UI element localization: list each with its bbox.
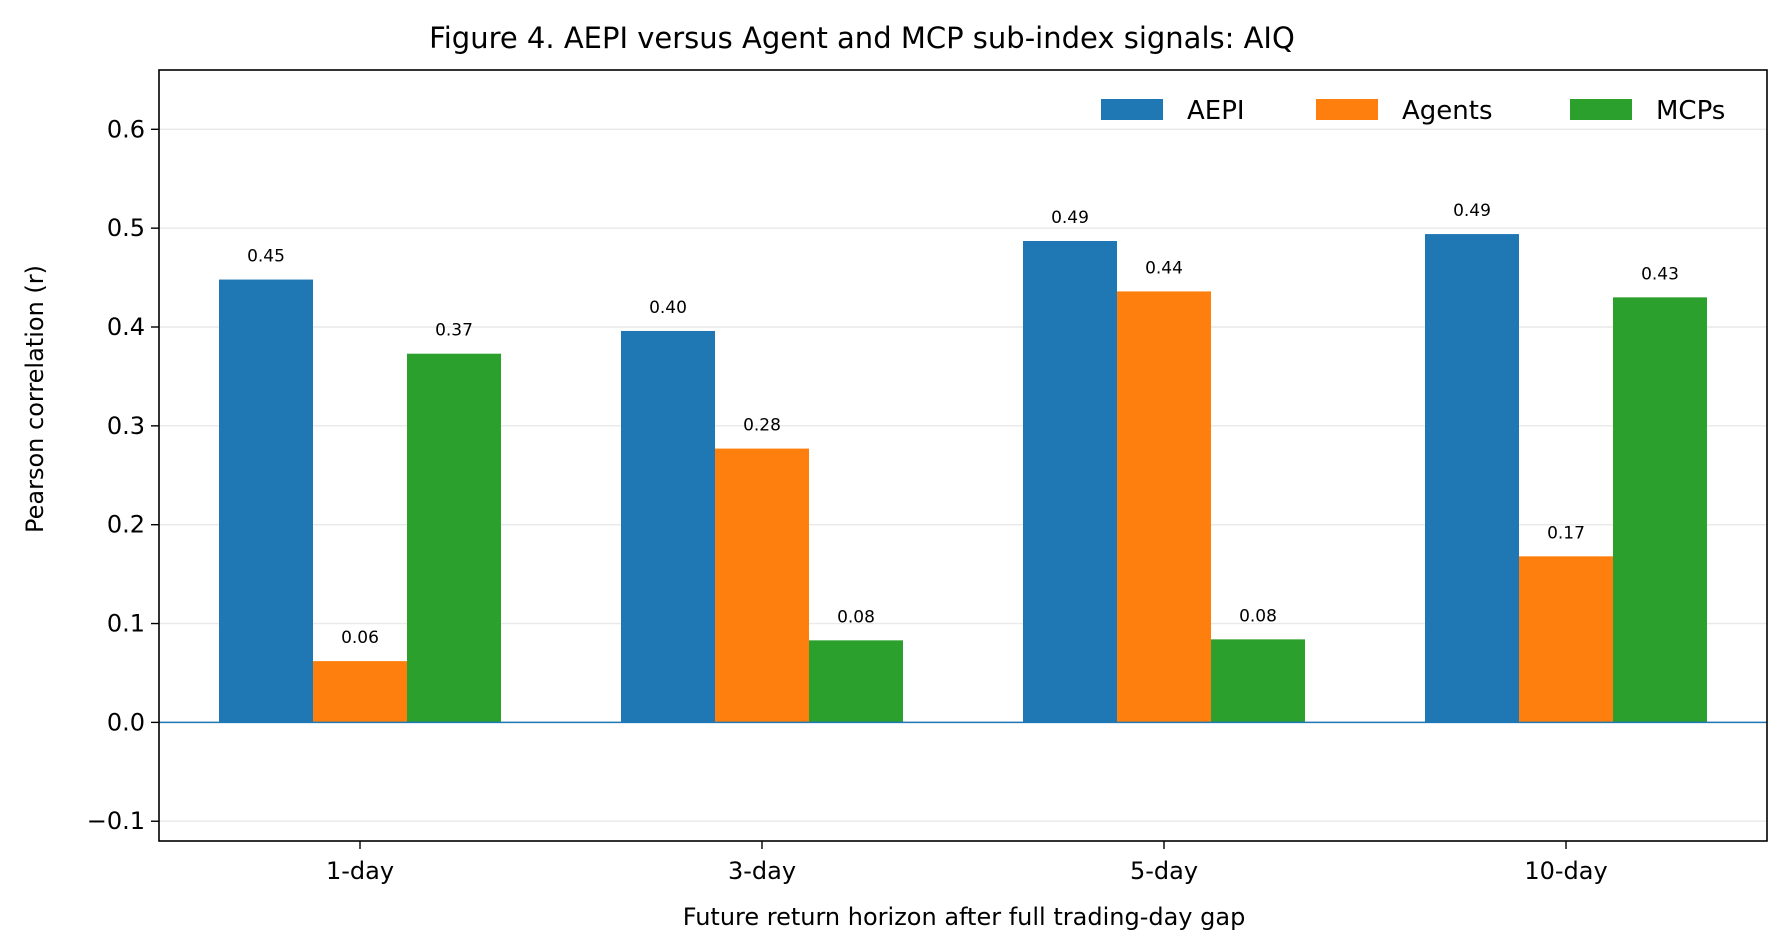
data-label: 0.43 bbox=[1641, 264, 1679, 284]
y-tick-label: 0.3 bbox=[107, 412, 145, 440]
bar-aepi-10-day bbox=[1425, 234, 1519, 723]
bars bbox=[219, 234, 1707, 723]
y-tick-label: 0.6 bbox=[107, 115, 145, 143]
legend-label-mcps: MCPs bbox=[1656, 96, 1725, 126]
data-labels: 0.45 0.06 0.37 0.40 0.28 0.08 0.49 0.44 0.08 0.49… bbox=[247, 201, 1679, 648]
y-axis-label: Pearson correlation (r) bbox=[21, 265, 49, 533]
x-tick-label: 10-day bbox=[1524, 857, 1607, 885]
data-label: 0.28 bbox=[743, 416, 781, 436]
legend-label-agents: Agents bbox=[1402, 96, 1493, 126]
bar-agents-1-day bbox=[313, 661, 407, 723]
plot-frame bbox=[158, 69, 1768, 842]
bar-mcps-3-day bbox=[809, 640, 903, 723]
bar-agents-3-day bbox=[715, 448, 809, 723]
data-label: 0.17 bbox=[1547, 523, 1585, 543]
bar-mcps-1-day bbox=[407, 353, 501, 723]
chart-title: Figure 4. AEPI versus Agent and MCP sub-… bbox=[429, 21, 1295, 55]
data-label: 0.49 bbox=[1453, 201, 1491, 221]
y-tick-label: 0.5 bbox=[107, 214, 145, 242]
data-label: 0.08 bbox=[837, 607, 875, 627]
x-axis-label: Future return horizon after full trading… bbox=[683, 903, 1246, 931]
x-tick-label: 5-day bbox=[1130, 857, 1198, 885]
data-label: 0.08 bbox=[1239, 606, 1277, 626]
bar-mcps-10-day bbox=[1613, 297, 1707, 723]
bar-mcps-5-day bbox=[1211, 639, 1305, 723]
data-label: 0.49 bbox=[1051, 208, 1089, 228]
legend: AEPI Agents MCPs bbox=[1101, 96, 1725, 126]
data-label: 0.45 bbox=[247, 247, 285, 267]
data-label: 0.37 bbox=[435, 321, 473, 341]
legend-swatch-aepi bbox=[1101, 99, 1163, 120]
bar-agents-5-day bbox=[1117, 291, 1211, 723]
y-tick-label: 0.0 bbox=[107, 708, 145, 736]
y-tick-label: 0.1 bbox=[107, 610, 145, 638]
legend-label-aepi: AEPI bbox=[1187, 96, 1245, 126]
legend-swatch-mcps bbox=[1570, 99, 1632, 120]
y-tick-label: 0.2 bbox=[107, 511, 145, 539]
y-tick-label: −0.1 bbox=[87, 807, 145, 835]
x-tick-label: 1-day bbox=[326, 857, 394, 885]
y-tick-label: 0.4 bbox=[107, 313, 145, 341]
bar-agents-10-day bbox=[1519, 556, 1613, 723]
data-label: 0.44 bbox=[1145, 258, 1183, 278]
data-label: 0.40 bbox=[649, 298, 687, 318]
bar-aepi-3-day bbox=[621, 330, 715, 723]
y-axis: −0.1 0.0 0.1 0.2 0.3 0.4 0.5 0.6 bbox=[87, 115, 159, 835]
x-tick-label: 3-day bbox=[728, 857, 796, 885]
bar-aepi-5-day bbox=[1023, 241, 1117, 723]
bar-aepi-1-day bbox=[219, 279, 313, 723]
legend-swatch-agents bbox=[1316, 99, 1378, 120]
x-axis: 1-day 3-day 5-day 10-day bbox=[326, 841, 1608, 885]
data-label: 0.06 bbox=[341, 628, 379, 648]
